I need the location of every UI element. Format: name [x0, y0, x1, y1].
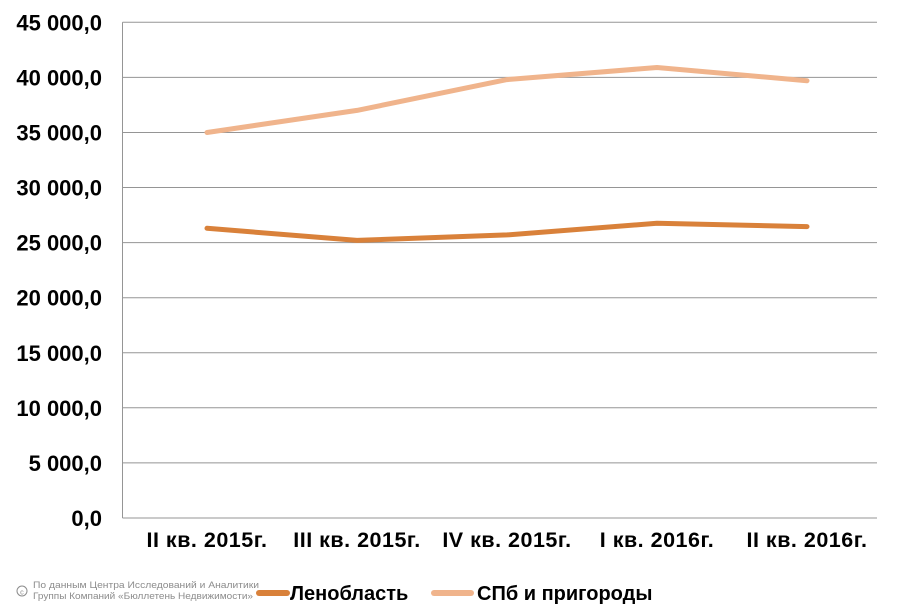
svg-text:c: c — [20, 587, 24, 596]
svg-text:I кв. 2016г.: I кв. 2016г. — [600, 528, 714, 552]
svg-text:20 000,0: 20 000,0 — [16, 286, 102, 311]
svg-text:30 000,0: 30 000,0 — [16, 176, 102, 201]
svg-text:45 000,0: 45 000,0 — [16, 10, 102, 35]
svg-text:5 000,0: 5 000,0 — [29, 451, 102, 476]
svg-text:II кв. 2016г.: II кв. 2016г. — [747, 528, 868, 552]
svg-text:10 000,0: 10 000,0 — [16, 396, 102, 421]
svg-text:III кв. 2015г.: III кв. 2015г. — [293, 528, 420, 552]
svg-text:15 000,0: 15 000,0 — [16, 341, 102, 366]
svg-text:По данным Центра Исследований: По данным Центра Исследований и Аналитик… — [33, 580, 259, 591]
svg-text:IV кв. 2015г.: IV кв. 2015г. — [442, 528, 571, 552]
svg-text:25 000,0: 25 000,0 — [16, 231, 102, 256]
svg-text:СПб и пригороды: СПб и пригороды — [477, 583, 652, 605]
svg-text:35 000,0: 35 000,0 — [16, 121, 102, 146]
svg-text:40 000,0: 40 000,0 — [16, 65, 102, 90]
svg-text:II кв. 2015г.: II кв. 2015г. — [147, 528, 268, 552]
svg-text:0,0: 0,0 — [71, 506, 102, 531]
svg-text:Ленобласть: Ленобласть — [290, 583, 408, 605]
svg-text:Группы Компаний «Бюллетень Нед: Группы Компаний «Бюллетень Недвижимости» — [33, 591, 253, 602]
